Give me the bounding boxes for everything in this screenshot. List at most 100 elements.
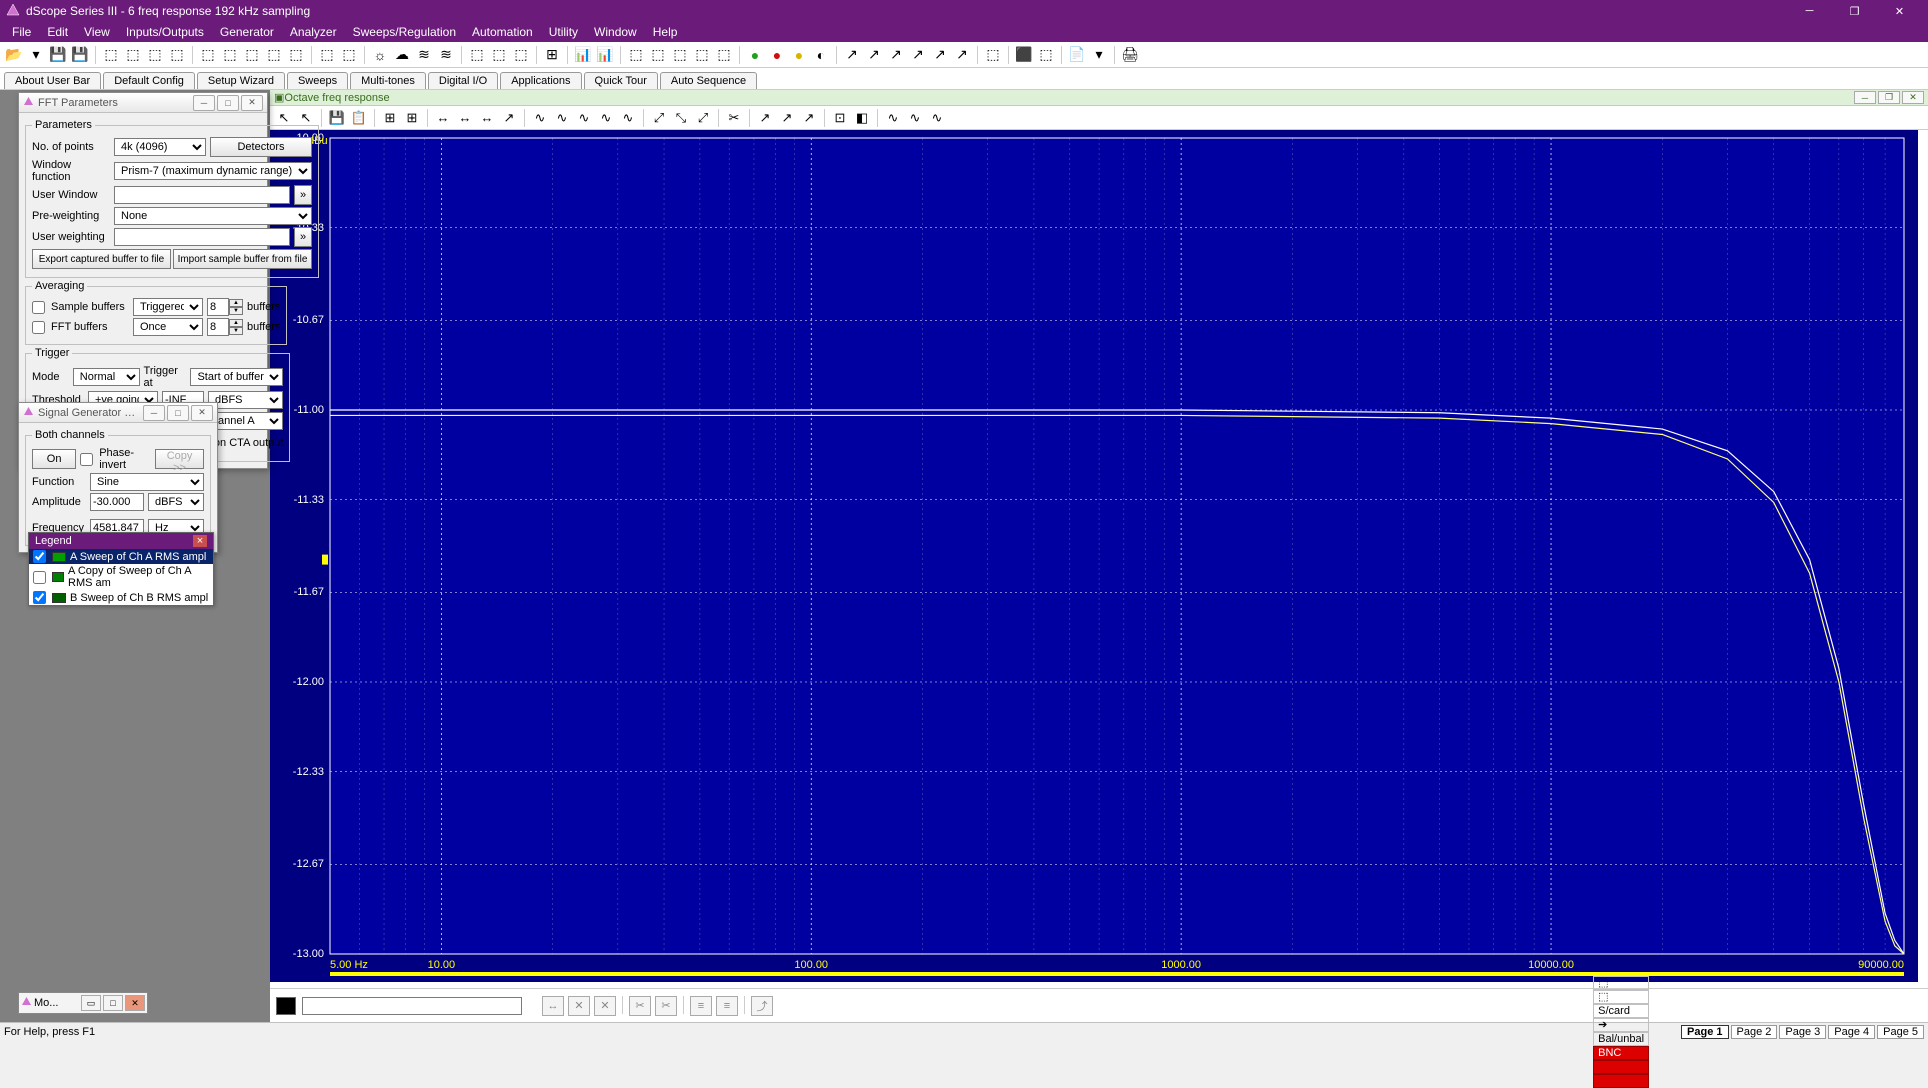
toolbar-button-34[interactable]: ⬚ bbox=[648, 45, 668, 65]
tab-setup-wizard[interactable]: Setup Wizard bbox=[197, 72, 285, 89]
user-weighting-browse-button[interactable]: » bbox=[294, 227, 312, 247]
toolbar-button-24[interactable]: ⬚ bbox=[467, 45, 487, 65]
toolbar-button-59[interactable]: 🖨 bbox=[1120, 45, 1140, 65]
siggen-close-button[interactable]: ✕ bbox=[191, 405, 213, 421]
trace-color-swatch[interactable] bbox=[276, 997, 296, 1015]
legend-close-button[interactable]: × bbox=[193, 535, 207, 547]
toolbar-button-2[interactable]: 💾 bbox=[48, 45, 68, 65]
page-tab-2[interactable]: Page 2 bbox=[1731, 1025, 1778, 1039]
spin-up-icon[interactable]: ▲ bbox=[229, 319, 243, 327]
toolbar-button-13[interactable]: ⬚ bbox=[264, 45, 284, 65]
fft-buffers-checkbox[interactable] bbox=[32, 321, 45, 334]
toolbar-button-47[interactable]: ↗ bbox=[908, 45, 928, 65]
trace-toolbar-button-15[interactable]: ∿ bbox=[552, 108, 572, 128]
window-minimize-button[interactable]: ─ bbox=[1787, 0, 1832, 22]
menu-file[interactable]: File bbox=[4, 23, 39, 41]
page-tab-1[interactable]: Page 1 bbox=[1681, 1025, 1728, 1039]
spin-up-icon[interactable]: ▲ bbox=[229, 299, 243, 307]
toolbar-button-3[interactable]: 💾 bbox=[70, 45, 90, 65]
trace-toolbar-button-10[interactable]: ↔ bbox=[455, 108, 475, 128]
tab-digital-i-o[interactable]: Digital I/O bbox=[428, 72, 498, 89]
fft-buffers-count-input[interactable] bbox=[207, 318, 229, 336]
trace-toolbar-button-7[interactable]: ⊞ bbox=[402, 108, 422, 128]
toolbar-button-31[interactable]: 📊 bbox=[595, 45, 615, 65]
trace-toolbar-button-21[interactable]: ⤡ bbox=[671, 108, 691, 128]
siggen-titlebar[interactable]: Signal Generator Functi... ─ □ ✕ bbox=[19, 403, 217, 423]
toolbar-button-49[interactable]: ↗ bbox=[952, 45, 972, 65]
toolbar-button-6[interactable]: ⬚ bbox=[123, 45, 143, 65]
toolbar-button-20[interactable]: ☁ bbox=[392, 45, 412, 65]
trace-toolbar-button-17[interactable]: ∿ bbox=[596, 108, 616, 128]
fft-buffers-mode-select[interactable]: Once bbox=[133, 318, 203, 336]
menu-automation[interactable]: Automation bbox=[464, 23, 541, 41]
fft-titlebar[interactable]: FFT Parameters ─ □ ✕ bbox=[19, 93, 267, 113]
trace-toolbar-button-34[interactable]: ∿ bbox=[905, 108, 925, 128]
user-weighting-input[interactable] bbox=[114, 228, 290, 246]
toolbar-button-12[interactable]: ⬚ bbox=[242, 45, 262, 65]
menu-sweeps-regulation[interactable]: Sweeps/Regulation bbox=[345, 23, 464, 41]
bottom-button-5[interactable]: ✂ bbox=[655, 996, 677, 1016]
toolbar-button-22[interactable]: ≋ bbox=[436, 45, 456, 65]
toolbar-button-1[interactable]: ▾ bbox=[26, 45, 46, 65]
trace-toolbar-button-24[interactable]: ✂ bbox=[724, 108, 744, 128]
toolbar-button-42[interactable]: ◐ bbox=[811, 45, 831, 65]
toolbar-button-25[interactable]: ⬚ bbox=[489, 45, 509, 65]
legend-item-1[interactable]: A Copy of Sweep of Ch A RMS am bbox=[29, 564, 213, 590]
legend-item-2[interactable]: B Sweep of Ch B RMS ampl bbox=[29, 590, 213, 605]
trace-toolbar-button-3[interactable]: 💾 bbox=[327, 108, 347, 128]
tab-sweeps[interactable]: Sweeps bbox=[287, 72, 348, 89]
window-maximize-button[interactable]: ❐ bbox=[1832, 0, 1877, 22]
page-tab-4[interactable]: Page 4 bbox=[1828, 1025, 1875, 1039]
plot-area[interactable]: -10.00-10.33-10.67-11.00-11.33-11.67-12.… bbox=[270, 130, 1918, 982]
sample-buffers-count-spinner[interactable]: ▲▼ bbox=[207, 298, 243, 316]
toolbar-button-53[interactable]: ⬛ bbox=[1014, 45, 1034, 65]
fft-close-button[interactable]: ✕ bbox=[241, 95, 263, 111]
generator-on-button[interactable]: On bbox=[32, 449, 76, 469]
trigger-at-select[interactable]: Start of buffer bbox=[190, 368, 283, 386]
window-close-button[interactable]: ✕ bbox=[1877, 0, 1922, 22]
trace-minimize-button[interactable]: ─ bbox=[1854, 91, 1876, 104]
toolbar-button-35[interactable]: ⬚ bbox=[670, 45, 690, 65]
bottom-button-7[interactable]: ≡ bbox=[690, 996, 712, 1016]
toolbar-button-28[interactable]: ⊞ bbox=[542, 45, 562, 65]
detectors-button[interactable]: Detectors bbox=[210, 137, 312, 157]
legend-checkbox-2[interactable] bbox=[33, 591, 46, 604]
page-tab-3[interactable]: Page 3 bbox=[1779, 1025, 1826, 1039]
menu-analyzer[interactable]: Analyzer bbox=[282, 23, 345, 41]
bottom-button-10[interactable]: ⤴ bbox=[751, 996, 773, 1016]
toolbar-button-56[interactable]: 📄 bbox=[1067, 45, 1087, 65]
trace-toolbar-button-22[interactable]: ⤢ bbox=[693, 108, 713, 128]
sample-buffers-mode-select[interactable]: Triggered bbox=[133, 298, 203, 316]
export-buffer-button[interactable]: Export captured buffer to file bbox=[32, 249, 171, 269]
trace-restore-button[interactable]: ❐ bbox=[1878, 91, 1900, 104]
trace-toolbar-button-27[interactable]: ↗ bbox=[777, 108, 797, 128]
spin-down-icon[interactable]: ▼ bbox=[229, 307, 243, 315]
menu-help[interactable]: Help bbox=[645, 23, 686, 41]
trace-toolbar-button-9[interactable]: ↔ bbox=[433, 108, 453, 128]
menu-generator[interactable]: Generator bbox=[212, 23, 282, 41]
toolbar-button-16[interactable]: ⬚ bbox=[317, 45, 337, 65]
fft-maximize-button[interactable]: □ bbox=[217, 95, 239, 111]
toolbar-button-51[interactable]: ⬚ bbox=[983, 45, 1003, 65]
no-of-points-select[interactable]: 4k (4096) bbox=[114, 138, 206, 156]
menu-utility[interactable]: Utility bbox=[541, 23, 586, 41]
bottom-button-1[interactable]: ✕ bbox=[568, 996, 590, 1016]
threshold-unit-select[interactable]: dBFS bbox=[208, 391, 283, 409]
page-tab-5[interactable]: Page 5 bbox=[1877, 1025, 1924, 1039]
preweighting-select[interactable]: None bbox=[114, 207, 312, 225]
legend-titlebar[interactable]: Legend × bbox=[29, 533, 213, 549]
bottom-button-2[interactable]: ✕ bbox=[594, 996, 616, 1016]
legend-checkbox-0[interactable] bbox=[33, 550, 46, 563]
trigger-mode-select[interactable]: Normal bbox=[73, 368, 140, 386]
toolbar-button-39[interactable]: ● bbox=[745, 45, 765, 65]
menu-window[interactable]: Window bbox=[586, 23, 645, 41]
amplitude-unit-select[interactable]: dBFS bbox=[148, 493, 204, 511]
toolbar-button-45[interactable]: ↗ bbox=[864, 45, 884, 65]
trace-toolbar-button-28[interactable]: ↗ bbox=[799, 108, 819, 128]
toolbar-button-17[interactable]: ⬚ bbox=[339, 45, 359, 65]
toolbar-button-5[interactable]: ⬚ bbox=[101, 45, 121, 65]
toolbar-button-54[interactable]: ⬚ bbox=[1036, 45, 1056, 65]
toolbar-button-36[interactable]: ⬚ bbox=[692, 45, 712, 65]
tab-quick-tour[interactable]: Quick Tour bbox=[584, 72, 658, 89]
toolbar-button-41[interactable]: ● bbox=[789, 45, 809, 65]
